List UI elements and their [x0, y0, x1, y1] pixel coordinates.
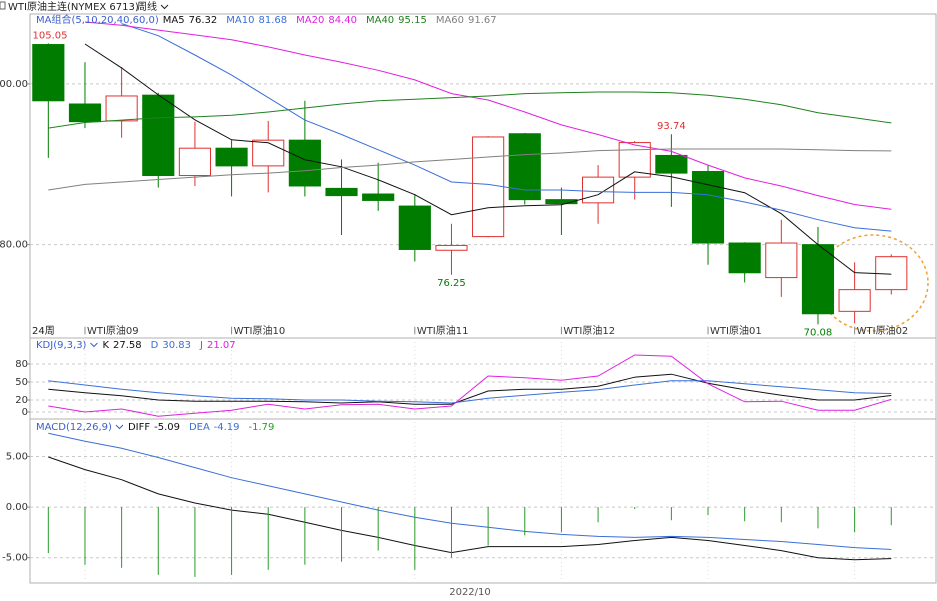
period-label: WTI原油09: [87, 324, 139, 337]
candle-body: [105, 95, 138, 122]
high-label: 105.05: [33, 30, 68, 41]
legend-value: 76.32: [189, 15, 218, 26]
legend-name: MA20: [296, 15, 324, 26]
y-tick-label: 80: [15, 359, 28, 370]
period-label: WTI原油10: [234, 324, 286, 337]
legend-name: MA60: [436, 15, 464, 26]
legend-value: -1.79: [249, 422, 275, 433]
candle-body: [765, 242, 798, 279]
legend-name: DEA: [189, 422, 210, 433]
chart-title[interactable]: WTI原油主连(NYMEX 6713): [8, 0, 139, 13]
legend-value: 27.58: [113, 340, 142, 351]
legend-name: MA40: [366, 15, 394, 26]
low-label: 76.25: [437, 278, 466, 289]
candle-body: [398, 205, 431, 250]
candle-body: [581, 176, 615, 204]
legend-name: MA5: [163, 15, 185, 26]
candle-body: [68, 103, 102, 123]
period-label: WTI原油11: [417, 324, 469, 337]
legend: MA5 76.32 MA10 81.68 MA20 84.40 MA40 95.15 MA60 9…: [163, 15, 497, 26]
candle-body: [472, 136, 505, 238]
candle-body: [288, 139, 321, 187]
y-tick-label: 50: [15, 377, 28, 388]
period-label: WTI原油12: [563, 324, 615, 337]
dropdown-arrow[interactable]: [115, 424, 124, 430]
legend-name: J: [199, 340, 203, 351]
candle-body: [691, 171, 725, 244]
y-tick-label: 0.00: [6, 502, 28, 513]
series-line: [48, 373, 892, 405]
candle-body: [252, 139, 285, 167]
series-line: [84, 21, 892, 210]
low-label: 70.08: [804, 327, 833, 338]
bar-count-label: 24周: [32, 325, 55, 337]
legend-value: -4.19: [214, 422, 240, 433]
candle-body: [655, 154, 688, 174]
y-tick-label: 20: [15, 395, 28, 406]
candle-body: [435, 244, 468, 251]
legend-value: 21.07: [207, 340, 236, 351]
legend: K 27.58 D 30.83 J 21.07: [102, 340, 235, 351]
highlight-circle: [817, 234, 929, 332]
date-label: 2022/10: [449, 587, 491, 598]
y-tick-label: 0: [22, 407, 28, 418]
series-line: [48, 91, 892, 129]
series-line: [48, 456, 892, 561]
candle-body: [875, 256, 908, 291]
series-line: [84, 43, 892, 275]
legend-name: D: [151, 340, 159, 351]
indicator-title[interactable]: MA组合(5,10,20,40,60,0): [36, 13, 159, 26]
candle-body: [178, 147, 212, 177]
y-tick-label: 100.00: [0, 79, 28, 90]
legend-value: 81.68: [258, 15, 287, 26]
dropdown-arrow[interactable]: [160, 4, 169, 10]
candle-body: [142, 94, 175, 177]
y-tick-label: 80.00: [0, 240, 28, 251]
period-selector[interactable]: 周线: [137, 0, 157, 13]
series-line: [48, 354, 892, 417]
legend-name: K: [102, 340, 109, 351]
indicator-title[interactable]: MACD(12,26,9): [36, 422, 112, 433]
candle-body: [801, 244, 835, 315]
dropdown-arrow[interactable]: [90, 342, 98, 348]
candle-body: [32, 44, 65, 102]
title-icon: [0, 1, 6, 10]
legend-value: 30.83: [162, 340, 191, 351]
series-line: [48, 380, 892, 404]
legend-value: -5.09: [154, 422, 180, 433]
candle-body: [728, 242, 761, 274]
indicator-title[interactable]: KDJ(9,3,3): [36, 340, 87, 351]
y-tick-label: 5.00: [6, 451, 28, 462]
series-line: [48, 432, 892, 550]
legend-value: 91.67: [468, 15, 497, 26]
high-label: 93.74: [657, 121, 686, 132]
series-line: [48, 148, 892, 191]
candle-body: [838, 289, 871, 312]
legend-value: 84.40: [328, 15, 357, 26]
legend-name: MA10: [226, 15, 254, 26]
candle-body: [325, 187, 358, 197]
period-label: WTI原油02: [857, 324, 909, 337]
candle-body: [362, 193, 395, 201]
legend-value: 95.15: [398, 15, 427, 26]
legend: DIFF -5.09 DEA -4.19 -1.79: [128, 422, 274, 433]
y-tick-label: -5.00: [2, 553, 28, 564]
candle-body: [545, 199, 578, 205]
period-label: WTI原油01: [710, 324, 762, 337]
series-line: [121, 23, 892, 232]
frame: [29, 13, 937, 584]
candle-body: [215, 147, 248, 167]
legend-name: DIFF: [128, 422, 150, 433]
